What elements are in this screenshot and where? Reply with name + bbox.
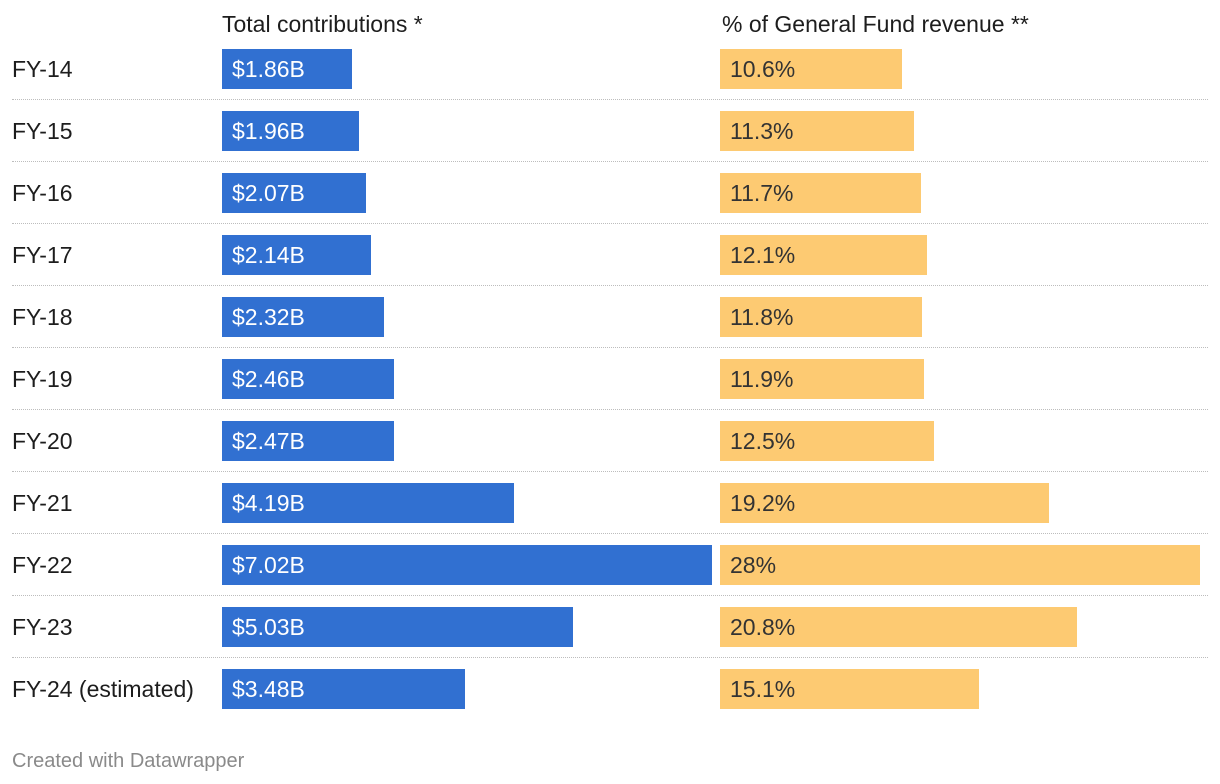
datawrapper-credit: Created with Datawrapper xyxy=(12,750,245,772)
total-contributions-bar xyxy=(222,545,712,585)
total-contributions-bar xyxy=(222,235,371,275)
general-fund-pct-bar xyxy=(720,669,979,709)
general-fund-pct-bar xyxy=(720,235,927,275)
row-divider xyxy=(12,347,1208,348)
row-divider xyxy=(12,471,1208,472)
general-fund-pct-bar xyxy=(720,421,934,461)
category-label: FY-21 xyxy=(12,490,73,516)
category-label: FY-17 xyxy=(12,242,73,268)
chart-row: FY-17 $2.14B 12.1% xyxy=(12,224,1208,286)
row-divider xyxy=(12,595,1208,596)
total-contributions-bar xyxy=(222,607,573,647)
row-divider xyxy=(12,161,1208,162)
row-divider xyxy=(12,657,1208,658)
general-fund-pct-bar xyxy=(720,173,921,213)
total-contributions-bar xyxy=(222,421,394,461)
column-header-general-fund-pct: % of General Fund revenue ** xyxy=(722,11,1029,37)
category-label: FY-22 xyxy=(12,552,73,578)
chart-row: FY-20 $2.47B 12.5% xyxy=(12,410,1208,472)
total-contributions-bar xyxy=(222,111,359,151)
row-divider xyxy=(12,99,1208,100)
chart-row: FY-21 $4.19B 19.2% xyxy=(12,472,1208,534)
total-contributions-bar xyxy=(222,669,465,709)
chart-row: FY-24 (estimated) $3.48B 15.1% xyxy=(12,658,1208,720)
category-label: FY-16 xyxy=(12,180,73,206)
total-contributions-bar xyxy=(222,49,352,89)
row-divider xyxy=(12,285,1208,286)
chart-row: FY-23 $5.03B 20.8% xyxy=(12,596,1208,658)
category-label: FY-24 (estimated) xyxy=(12,676,194,702)
category-label: FY-19 xyxy=(12,366,73,392)
general-fund-pct-bar xyxy=(720,49,902,89)
general-fund-pct-bar xyxy=(720,607,1077,647)
row-divider xyxy=(12,223,1208,224)
total-contributions-bar xyxy=(222,173,366,213)
chart-row: FY-14 $1.86B 10.6% xyxy=(12,38,1208,100)
row-divider xyxy=(12,409,1208,410)
category-label: FY-23 xyxy=(12,614,73,640)
general-fund-pct-bar xyxy=(720,545,1200,585)
total-contributions-bar xyxy=(222,297,384,337)
row-divider xyxy=(12,533,1208,534)
general-fund-pct-bar xyxy=(720,483,1049,523)
total-contributions-bar xyxy=(222,359,394,399)
chart-row: FY-19 $2.46B 11.9% xyxy=(12,348,1208,410)
category-label: FY-20 xyxy=(12,428,73,454)
chart-row: FY-18 $2.32B 11.8% xyxy=(12,286,1208,348)
general-fund-pct-bar xyxy=(720,359,924,399)
chart-row: FY-15 $1.96B 11.3% xyxy=(12,100,1208,162)
general-fund-pct-bar xyxy=(720,111,914,151)
category-label: FY-15 xyxy=(12,118,73,144)
chart-row: FY-16 $2.07B 11.7% xyxy=(12,162,1208,224)
chart-row: FY-22 $7.02B 28% xyxy=(12,534,1208,596)
column-header-total-contributions: Total contributions * xyxy=(222,11,423,37)
chart-rows: FY-14 $1.86B 10.6% FY-15 $1.96B 11.3% FY-16 $2.… xyxy=(12,38,1208,720)
general-fund-pct-bar xyxy=(720,297,922,337)
category-label: FY-18 xyxy=(12,304,73,330)
category-label: FY-14 xyxy=(12,56,73,82)
total-contributions-bar xyxy=(222,483,514,523)
